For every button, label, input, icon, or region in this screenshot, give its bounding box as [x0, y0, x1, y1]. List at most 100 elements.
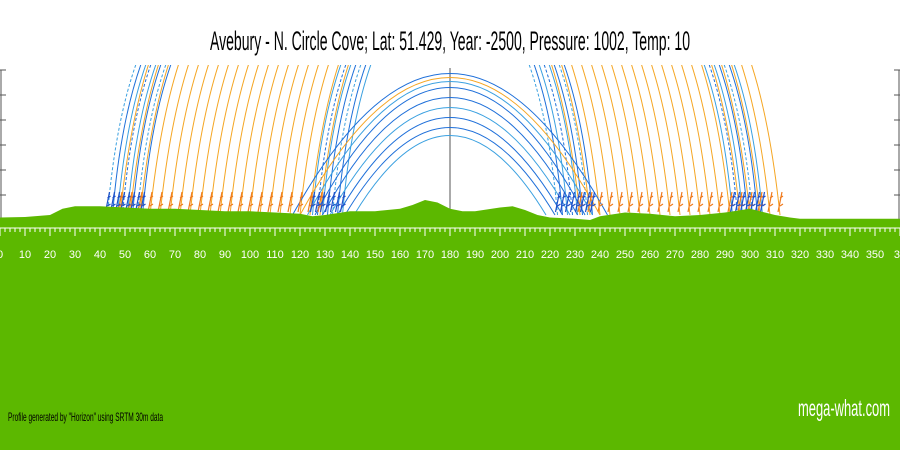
moon-path-setting [713, 65, 743, 216]
rise-set-marker [197, 191, 204, 213]
rise-set-marker [314, 191, 321, 213]
x-tick-label: 310 [766, 249, 784, 261]
x-tick-label: 40 [94, 249, 106, 261]
rise-set-marker [637, 191, 644, 213]
culmination-arc [322, 97, 578, 216]
sun-path-setting [681, 65, 711, 216]
moon-path-setting [548, 65, 578, 216]
x-tick-label: 140 [341, 249, 359, 261]
moon-path-setting [528, 65, 558, 216]
sun-path-setting [731, 65, 761, 216]
rise-set-marker [687, 191, 694, 213]
rise-set-marker [147, 191, 154, 213]
culmination-arc [314, 87, 586, 216]
sun-path-setting [651, 65, 681, 216]
x-tick-label: 350 [866, 249, 884, 261]
sun-path-setting [591, 65, 621, 216]
moon-path-setting [533, 65, 563, 216]
culmination-arc [344, 127, 556, 216]
rise-set-marker [767, 191, 774, 213]
x-axis-ticks [0, 227, 900, 236]
x-tick-label: 20 [44, 249, 56, 261]
culmination-arc [353, 135, 547, 216]
rise-set-marker [589, 191, 596, 213]
x-tick-label: 260 [641, 249, 659, 261]
x-tick-label: 70 [169, 249, 181, 261]
moon-path-setting [558, 65, 588, 216]
rise-set-marker [247, 191, 254, 213]
moon-path-setting [708, 65, 738, 216]
rise-set-marker [157, 191, 164, 213]
rise-set-marker [319, 191, 326, 213]
rise-set-marker [657, 191, 664, 213]
x-tick-label: 100 [241, 249, 259, 261]
rise-set-marker [707, 191, 714, 213]
x-tick-label: 300 [741, 249, 759, 261]
rise-set-marker [564, 191, 571, 213]
sun-path-rising [169, 65, 199, 216]
x-tick-label: 200 [491, 249, 509, 261]
rise-set-marker [554, 191, 561, 213]
sun-path-rising [299, 65, 329, 216]
rise-set-marker [729, 191, 736, 213]
sun-path-rising [179, 65, 209, 216]
rise-set-marker [237, 191, 244, 213]
horizon-profile [0, 200, 900, 226]
rise-set-markers [104, 191, 784, 213]
sun-path-setting [621, 65, 651, 216]
moon-path-setting [543, 65, 573, 216]
x-tick-label: 220 [541, 249, 559, 261]
rise-set-marker [329, 191, 336, 213]
rise-set-marker [607, 191, 614, 213]
sun-path-setting [581, 65, 611, 216]
x-tick-label: 10 [19, 249, 31, 261]
culmination-arc [337, 117, 563, 216]
rise-set-marker [187, 191, 194, 213]
sun-path-setting [741, 65, 771, 216]
sun-path-setting [701, 65, 731, 216]
moon-path-setting [723, 65, 753, 216]
sun-path-rising [319, 65, 349, 216]
rise-set-marker [579, 191, 586, 213]
x-tick-label: 130 [316, 249, 334, 261]
x-tick-label: 36 [894, 249, 900, 261]
x-tick-label: 280 [691, 249, 709, 261]
x-tick-label: 90 [219, 249, 231, 261]
x-tick-label: 120 [291, 249, 309, 261]
rise-set-marker [739, 191, 746, 213]
rise-set-marker [227, 191, 234, 213]
ground [0, 226, 900, 450]
sun-path-rising [139, 65, 169, 216]
rise-set-marker [627, 191, 634, 213]
rise-set-marker [667, 191, 674, 213]
sun-path-setting [641, 65, 671, 216]
sun-path-rising [279, 65, 309, 216]
x-tick-label: 50 [119, 249, 131, 261]
rise-set-marker [759, 191, 766, 213]
rise-set-marker [324, 191, 331, 213]
sun-path-setting [601, 65, 631, 216]
moon-path-setting [718, 65, 748, 216]
sun-path-rising [159, 65, 189, 216]
x-tick-label: 290 [716, 249, 734, 261]
rise-set-marker [334, 191, 341, 213]
rise-set-marker [734, 191, 741, 213]
chart-title: Avebury - N. Circle Cove; Lat: 51.429, Y… [210, 26, 690, 56]
sun-path-rising [229, 65, 259, 216]
x-tick-label: 230 [566, 249, 584, 261]
sun-path-rising [249, 65, 279, 216]
sun-path-setting [711, 65, 741, 216]
x-tick-label: 320 [791, 249, 809, 261]
sun-path-rising [149, 65, 179, 216]
x-tick-label: 0 [0, 249, 3, 261]
sun-path-rising [129, 65, 159, 216]
rise-set-marker [177, 191, 184, 213]
x-tick-label: 160 [391, 249, 409, 261]
x-tick-label: 150 [366, 249, 384, 261]
x-tick-label: 240 [591, 249, 609, 261]
x-tick-label: 270 [666, 249, 684, 261]
rise-set-marker [574, 191, 581, 213]
sun-path-rising [189, 65, 219, 216]
rise-set-marker [677, 191, 684, 213]
site-name: mega-what.com [798, 395, 890, 421]
